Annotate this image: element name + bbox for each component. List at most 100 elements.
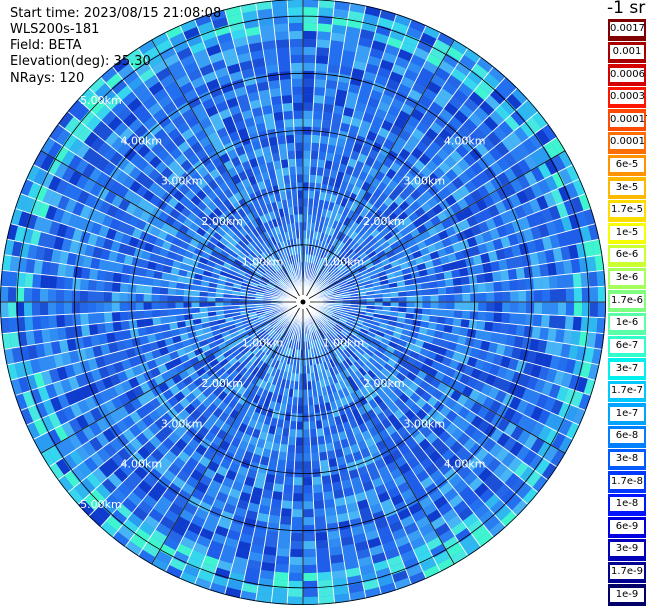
- range-bin: [307, 206, 314, 215]
- range-bin: [572, 227, 584, 244]
- range-bin: [378, 390, 389, 402]
- range-bin: [502, 291, 511, 302]
- range-bin: [120, 273, 130, 284]
- range-bin: [492, 322, 502, 334]
- range-bin: [251, 140, 262, 151]
- range-bin: [509, 440, 524, 457]
- range-bin: [473, 106, 490, 122]
- range-bin: [211, 138, 224, 151]
- range-bin: [388, 392, 399, 403]
- range-bin: [190, 450, 204, 463]
- range-bin: [303, 150, 311, 159]
- range-bin: [231, 480, 244, 492]
- range-bin: [103, 312, 113, 323]
- range-bin: [241, 109, 254, 120]
- range-bin: [233, 337, 243, 346]
- range-bin: [162, 121, 177, 135]
- range-bin: [316, 555, 331, 565]
- range-bin: [303, 389, 309, 398]
- range-bin: [96, 269, 107, 282]
- range-bin: [335, 504, 348, 515]
- range-bin: [439, 173, 452, 187]
- range-bin: [510, 477, 527, 495]
- range-bin: [457, 258, 467, 269]
- range-bin: [227, 254, 237, 263]
- range-bin: [443, 324, 453, 334]
- range-bin: [513, 335, 524, 349]
- range-bin: [208, 112, 222, 125]
- range-bin: [151, 348, 162, 360]
- range-bin: [288, 166, 297, 176]
- range-bin: [314, 274, 321, 282]
- range-bin: [596, 270, 606, 287]
- range-bin: [400, 76, 416, 89]
- range-bin: [335, 364, 343, 374]
- range-bin: [322, 260, 330, 269]
- range-bin: [406, 61, 423, 75]
- range-bin: [265, 285, 274, 291]
- range-bin: [281, 277, 288, 285]
- range-bin: [148, 252, 159, 263]
- range-bin: [558, 168, 573, 186]
- range-bin: [530, 437, 545, 454]
- colorbar-level-label: 1e-9: [610, 587, 644, 602]
- range-bin: [141, 250, 152, 261]
- range-bin: [288, 247, 294, 256]
- range-bin: [256, 310, 265, 315]
- range-bin: [367, 149, 380, 160]
- range-bin: [312, 264, 318, 273]
- range-bin: [517, 278, 526, 291]
- range-bin: [338, 232, 347, 242]
- range-bin: [303, 548, 317, 558]
- range-bin: [476, 320, 486, 331]
- range-bin: [323, 284, 331, 291]
- range-bin: [254, 520, 269, 531]
- range-bin: [30, 358, 42, 375]
- range-bin: [167, 127, 182, 141]
- range-bin: [536, 339, 548, 354]
- range-bin: [84, 193, 97, 208]
- range-bin: [35, 343, 46, 359]
- range-bin: [261, 275, 270, 283]
- range-bin: [295, 429, 303, 438]
- range-bin: [111, 302, 120, 313]
- range-bin: [156, 442, 170, 457]
- range-bin: [211, 453, 224, 466]
- ray-line: [10, 301, 304, 381]
- colorbar-level-label: 1e-5: [610, 225, 644, 240]
- range-bin: [207, 311, 217, 317]
- range-bin: [443, 435, 458, 449]
- range-bin: [293, 477, 303, 486]
- range-bin: [64, 363, 76, 379]
- range-bin: [234, 44, 250, 56]
- range-bin: [255, 216, 264, 227]
- range-bin: [278, 71, 292, 80]
- range-bin: [295, 437, 303, 446]
- range-bin: [118, 198, 131, 212]
- range-bin: [223, 297, 232, 302]
- range-bin: [40, 136, 56, 155]
- range-bin: [509, 147, 524, 164]
- range-bin: [207, 291, 216, 298]
- range-bin: [223, 302, 232, 307]
- range-bin: [210, 250, 221, 259]
- range-bin: [391, 216, 403, 227]
- range-bin: [275, 343, 282, 352]
- range-bin: [414, 295, 423, 302]
- range-bin: [501, 136, 516, 153]
- range-bin: [62, 453, 78, 471]
- range-bin: [453, 285, 463, 295]
- range-bin: [358, 251, 368, 260]
- range-bin: [183, 502, 199, 516]
- range-bin: [95, 355, 106, 369]
- range-bin: [346, 319, 356, 325]
- range-bin: [316, 428, 325, 437]
- colorbar-level-label: 1e-7: [610, 406, 644, 421]
- range-bin: [353, 233, 362, 243]
- range-bin: [260, 241, 269, 251]
- range-bin: [259, 97, 272, 108]
- range-bin: [131, 138, 146, 153]
- range-bin: [498, 120, 514, 137]
- range-bin: [384, 479, 398, 492]
- range-bin: [515, 267, 526, 280]
